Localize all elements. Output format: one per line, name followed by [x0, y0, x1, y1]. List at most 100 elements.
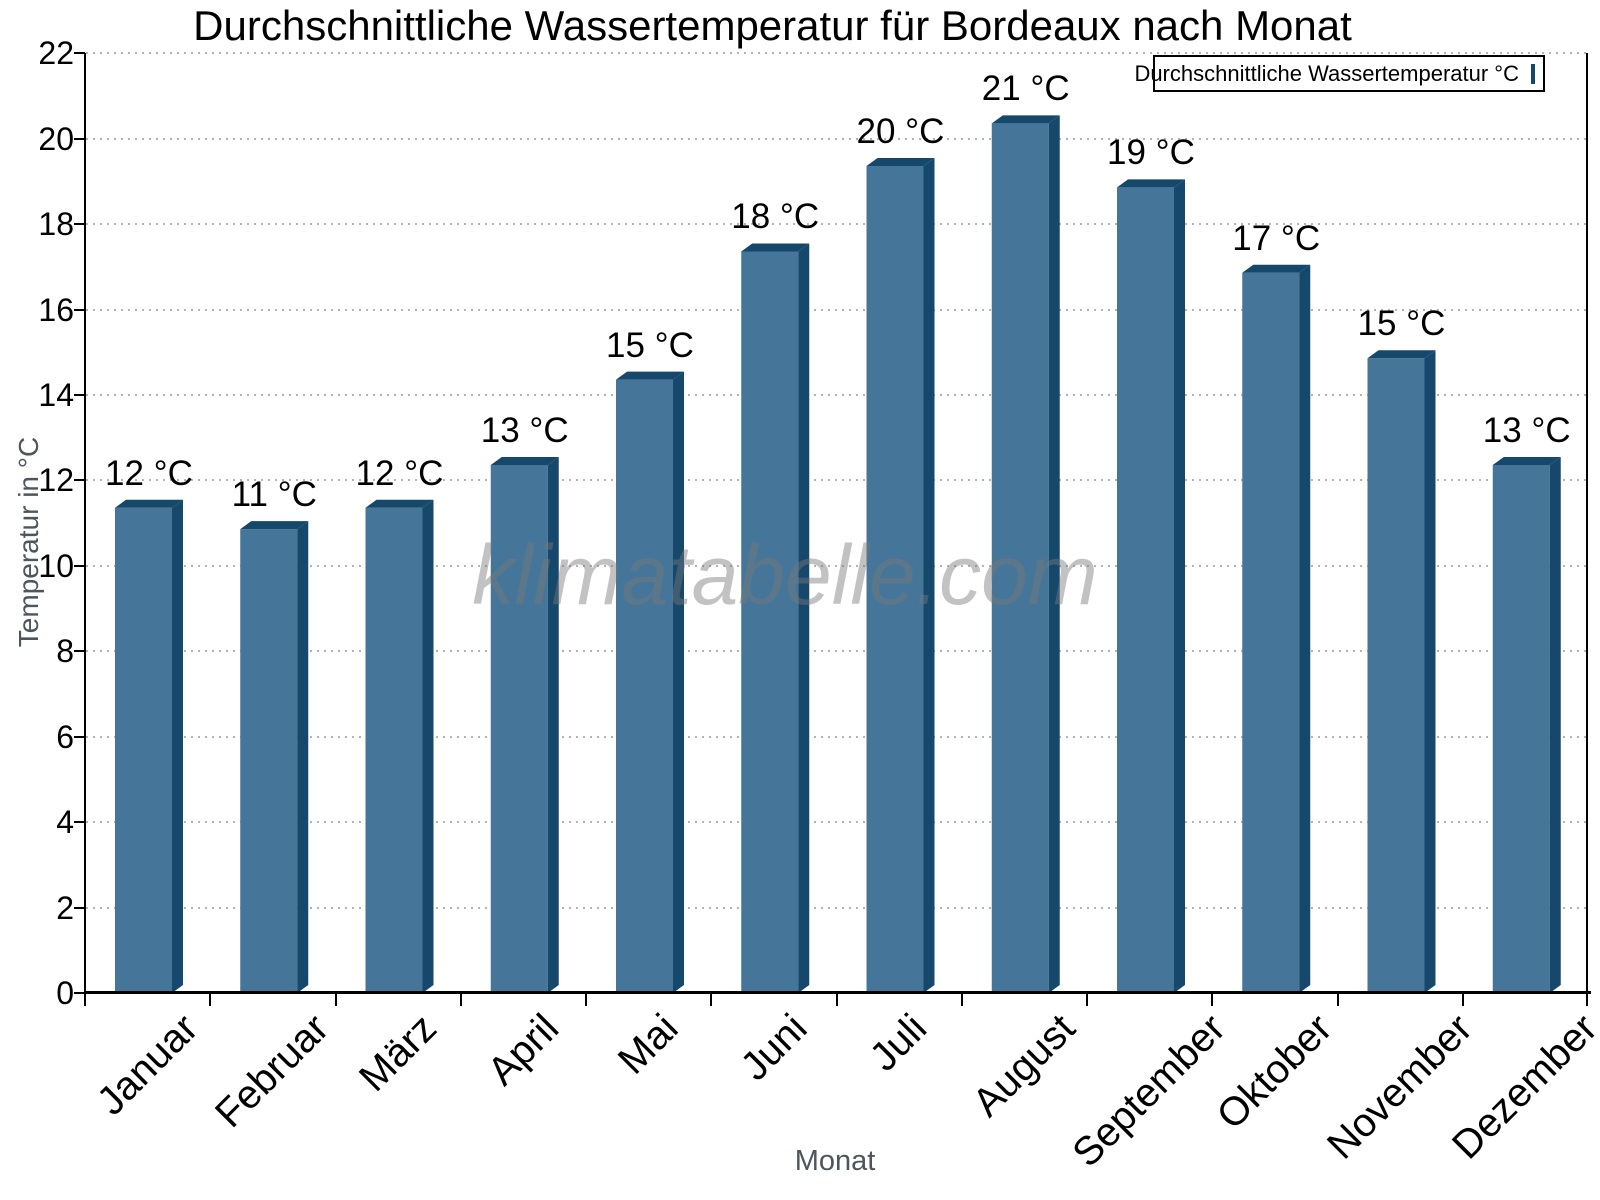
y-tick-16 [74, 308, 85, 311]
gridline-6 [86, 735, 1588, 738]
bar-face-Juli [866, 166, 924, 993]
bar-top-August [991, 115, 1060, 124]
bar-side-Dezember [1549, 457, 1561, 993]
bar-value-label-Oktober: 17 °C [1232, 218, 1321, 258]
x-axis-line [84, 991, 1591, 994]
y-tick-label-12: 12 [38, 462, 74, 499]
bar-face-Februar [240, 529, 298, 993]
x-tick-7 [960, 993, 963, 1006]
bar-value-label-Januar: 12 °C [105, 453, 193, 493]
x-tick-5 [710, 993, 713, 1006]
x-tick-8 [1086, 993, 1088, 1006]
bar-face-Dezember [1492, 465, 1550, 993]
bar-side-Oktober [1299, 264, 1311, 993]
y-tick-label-20: 20 [38, 120, 74, 157]
y-tick-12 [74, 479, 85, 482]
y-tick-label-18: 18 [38, 206, 74, 243]
bar-top-Dezember [1492, 457, 1561, 466]
bar-top-März [365, 499, 434, 508]
bar-top-Mai [616, 371, 684, 380]
y-tick-label-2: 2 [56, 889, 74, 926]
y-tick-4 [74, 821, 85, 824]
y-axis-line-left [84, 53, 86, 1006]
y-tick-2 [74, 906, 85, 909]
bar-face-April [490, 465, 548, 993]
gridline-2 [86, 906, 1588, 909]
x-tick-9 [1211, 993, 1214, 1006]
bar-side-Juni [798, 243, 810, 994]
bar-side-Januar [172, 499, 183, 993]
gridline-20 [86, 137, 1588, 140]
bar-side-November [1424, 350, 1436, 994]
y-tick-6 [74, 735, 85, 738]
bar-top-November [1367, 350, 1436, 359]
watermark: klimatabelle.com [472, 528, 1098, 622]
bar-side-Juli [923, 158, 935, 993]
bar-side-März [422, 499, 434, 993]
bar-top-April [490, 457, 559, 466]
bar-face-Januar [115, 507, 172, 993]
y-axis-line-right [1586, 53, 1588, 1006]
y-tick-18 [74, 223, 85, 226]
bar-face-November [1367, 358, 1425, 994]
gridline-4 [86, 821, 1588, 824]
bar-value-label-August: 21 °C [981, 69, 1070, 109]
gridline-16 [86, 308, 1588, 311]
gridline-8 [86, 650, 1588, 653]
x-tick-6 [835, 993, 838, 1006]
x-tick-3 [459, 993, 462, 1006]
x-axis-title: Monat [794, 1145, 876, 1177]
y-tick-label-6: 6 [56, 718, 74, 755]
legend-label: Durchschnittliche Wassertemperatur °C [1134, 60, 1519, 86]
bar-value-label-März: 12 °C [355, 453, 444, 493]
bar-face-September [1117, 187, 1174, 993]
bar-top-Juni [741, 243, 810, 252]
y-tick-0 [74, 992, 85, 994]
y-tick-label-0: 0 [56, 975, 74, 1011]
bar-side-September [1174, 179, 1185, 993]
gridline-14 [86, 394, 1588, 397]
x-tick-4 [585, 993, 587, 1006]
gridline-10 [86, 564, 1588, 567]
bar-value-label-Februar: 11 °C [231, 475, 317, 515]
bar-top-Februar [240, 521, 309, 530]
bar-face-Juni [741, 251, 799, 994]
y-tick-20 [74, 137, 85, 140]
y-tick-14 [74, 394, 85, 397]
legend-swatch-icon [1531, 63, 1535, 84]
bar-value-label-April: 13 °C [480, 411, 569, 450]
chart-title: Durchschnittliche Wassertemperatur für B… [193, 2, 1352, 49]
bar-value-label-November: 15 °C [1357, 304, 1446, 344]
y-tick-label-14: 14 [38, 377, 74, 414]
bar-side-Februar [297, 521, 309, 993]
bar-face-März [365, 507, 423, 993]
bar-face-August [991, 123, 1049, 993]
y-tick-label-16: 16 [38, 291, 74, 328]
x-tick-11 [1461, 993, 1464, 1006]
bar-side-Mai [673, 371, 684, 993]
y-tick-8 [74, 650, 85, 653]
bar-side-April [547, 457, 559, 993]
bar-value-label-Juli: 20 °C [856, 112, 945, 152]
bar-face-Mai [616, 379, 673, 993]
bar-value-label-Mai: 15 °C [606, 325, 694, 365]
x-tick-10 [1336, 993, 1339, 1006]
x-tick-2 [334, 993, 337, 1006]
gridline-12 [86, 479, 1588, 482]
x-tick-1 [209, 993, 212, 1006]
legend: Durchschnittliche Wassertemperatur °C [1134, 55, 1545, 92]
bar-top-Oktober [1242, 264, 1311, 273]
y-tick-label-22: 22 [38, 35, 74, 72]
bar-top-Juli [866, 158, 935, 167]
gridline-22 [86, 52, 1588, 55]
bar-side-August [1048, 115, 1060, 993]
bar-value-label-Juni: 18 °C [731, 197, 820, 237]
bar-face-Oktober [1242, 272, 1300, 993]
y-tick-label-8: 8 [56, 633, 74, 670]
bar-value-label-Dezember: 13 °C [1482, 411, 1571, 450]
bar-top-Januar [115, 499, 183, 508]
y-tick-10 [74, 564, 85, 567]
bar-value-label-September: 19 °C [1107, 133, 1195, 173]
y-tick-label-10: 10 [38, 547, 74, 584]
